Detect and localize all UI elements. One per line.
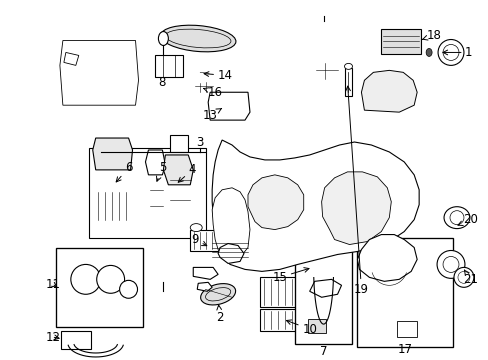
Polygon shape (208, 92, 249, 120)
Ellipse shape (442, 45, 458, 60)
Polygon shape (247, 175, 303, 230)
Text: 10: 10 (286, 320, 317, 336)
Polygon shape (163, 155, 193, 185)
Polygon shape (212, 188, 249, 261)
Ellipse shape (120, 280, 137, 298)
Bar (155, 55, 183, 77)
Polygon shape (64, 53, 79, 66)
Bar (260, 277, 304, 307)
Polygon shape (361, 70, 416, 112)
Polygon shape (309, 279, 341, 297)
Polygon shape (60, 41, 138, 105)
Text: 11: 11 (45, 278, 61, 291)
Bar (56, 248, 143, 327)
Bar (357, 238, 452, 347)
Text: 8: 8 (159, 76, 166, 89)
Bar (190, 230, 220, 252)
Polygon shape (321, 172, 390, 244)
Polygon shape (193, 267, 218, 279)
Text: 14: 14 (203, 69, 232, 82)
Text: 7: 7 (319, 345, 326, 357)
Ellipse shape (449, 211, 463, 225)
Ellipse shape (436, 251, 464, 278)
Text: 13: 13 (203, 108, 221, 122)
Polygon shape (93, 138, 132, 170)
Bar (294, 235, 352, 344)
Ellipse shape (97, 265, 124, 293)
Text: 20: 20 (457, 213, 477, 226)
Bar (61, 331, 91, 349)
Ellipse shape (158, 32, 168, 45)
Ellipse shape (437, 40, 463, 66)
Ellipse shape (442, 256, 458, 273)
Bar (344, 68, 352, 96)
Bar (260, 309, 304, 331)
Text: 5: 5 (156, 161, 166, 181)
Ellipse shape (443, 207, 469, 229)
Text: 1: 1 (442, 46, 472, 59)
Ellipse shape (200, 284, 235, 305)
Text: 4: 4 (178, 163, 196, 182)
Polygon shape (145, 150, 165, 175)
Text: 19: 19 (345, 86, 368, 296)
Text: 21: 21 (463, 270, 477, 286)
Text: 9: 9 (191, 233, 206, 246)
Bar (307, 319, 325, 333)
Ellipse shape (190, 224, 202, 231)
Text: 15: 15 (272, 267, 308, 284)
Polygon shape (218, 243, 244, 264)
Text: 12: 12 (45, 330, 61, 343)
Ellipse shape (160, 25, 235, 52)
Ellipse shape (453, 267, 473, 287)
Polygon shape (170, 135, 188, 152)
Bar (396, 321, 416, 337)
Ellipse shape (425, 49, 431, 57)
Text: 17: 17 (397, 342, 412, 356)
Text: 2: 2 (216, 305, 224, 324)
Polygon shape (212, 140, 418, 271)
Polygon shape (197, 282, 212, 291)
Text: 3: 3 (196, 135, 203, 149)
Bar (381, 28, 420, 54)
Ellipse shape (457, 271, 469, 283)
Ellipse shape (344, 63, 352, 69)
Bar (88, 148, 206, 238)
Polygon shape (357, 235, 416, 282)
Text: 16: 16 (203, 86, 222, 99)
Text: 6: 6 (116, 161, 132, 182)
Text: 18: 18 (422, 29, 441, 42)
Ellipse shape (71, 265, 101, 294)
